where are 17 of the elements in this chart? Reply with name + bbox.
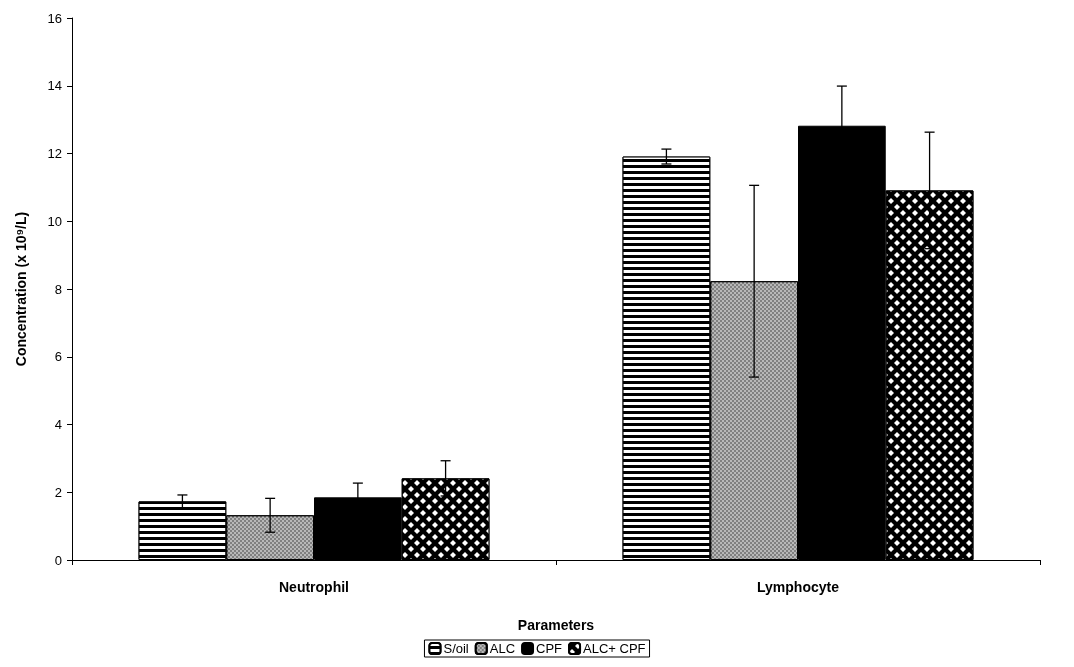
legend-label: CPF — [536, 641, 563, 656]
y-tick-label: 2 — [54, 484, 62, 500]
y-tick-label: 16 — [47, 10, 62, 26]
legend-label: ALC — [489, 641, 516, 656]
y-tick-label: 4 — [54, 417, 62, 432]
y-tick-label: 6 — [54, 349, 62, 365]
legend-label: S/oil — [443, 641, 469, 656]
y-tick-label: 0 — [54, 552, 62, 568]
x-tick-label: Neutrophil — [279, 579, 349, 595]
y-tick-label: 14 — [47, 78, 62, 94]
y-tick-label: 8 — [54, 281, 62, 297]
y-tick-label: 12 — [47, 146, 62, 161]
legend-label: ALC+ CPF — [583, 641, 646, 656]
y-axis-title: Concentration (x 10⁹/L) — [13, 211, 29, 367]
x-axis-title: Parameters — [517, 617, 595, 633]
x-tick-label: Lymphocyte — [757, 579, 840, 595]
y-tick-label: 10 — [47, 213, 62, 229]
